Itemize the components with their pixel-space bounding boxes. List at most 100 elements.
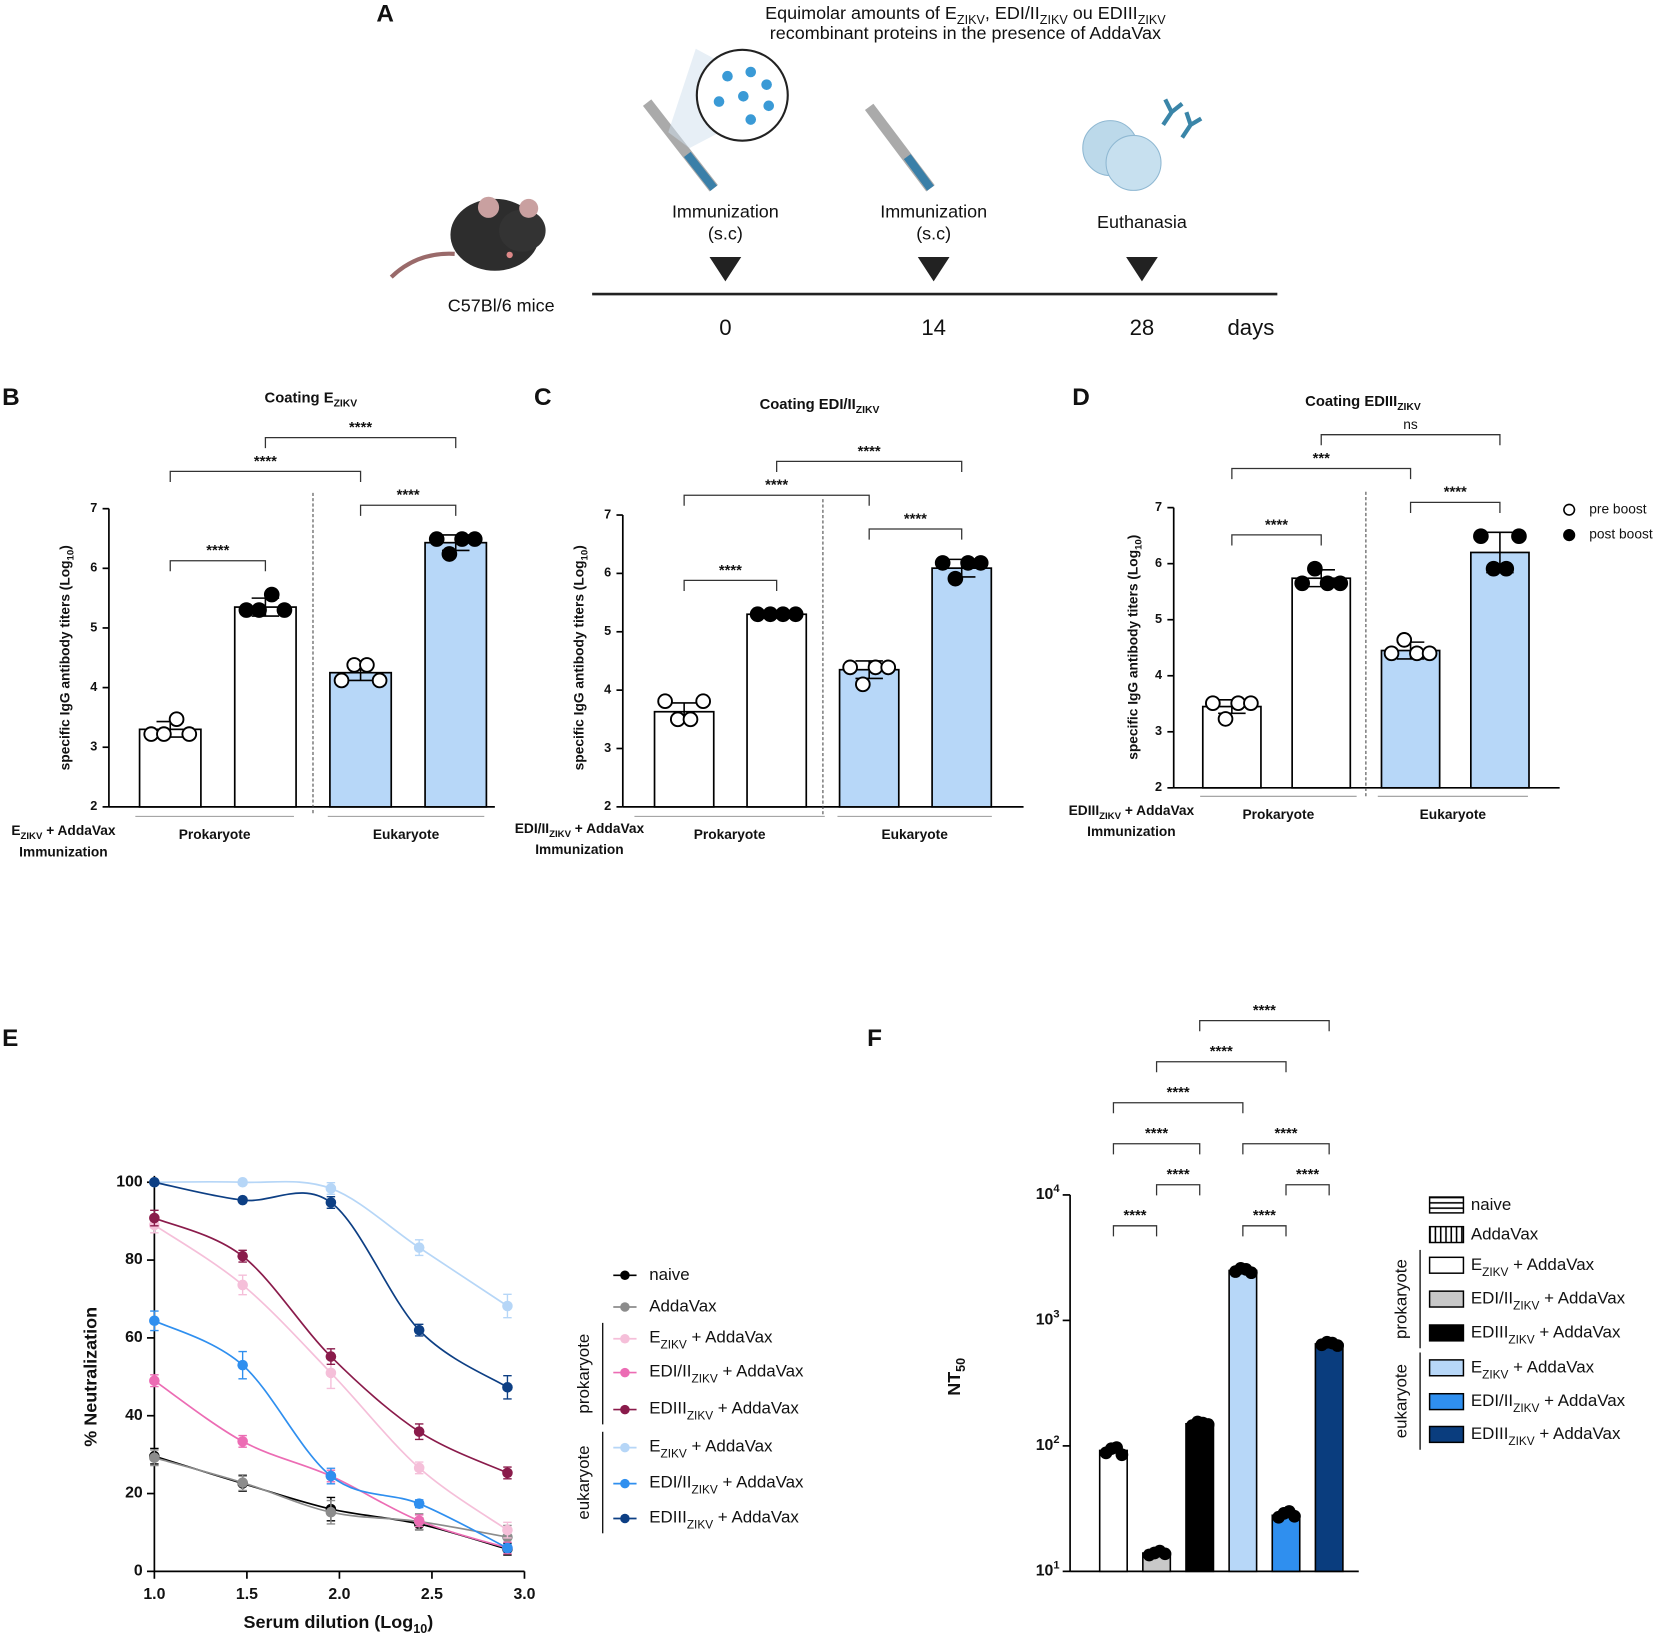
significance-bracket <box>1112 1225 1158 1237</box>
data-point <box>1485 560 1502 577</box>
y-tick-label: 4 <box>604 682 611 696</box>
data-point <box>960 555 976 571</box>
event-label: Euthanasia <box>1097 212 1187 232</box>
text-part: E <box>11 823 20 838</box>
illustrations <box>389 48 1278 296</box>
text-part: ZIKV <box>1482 1265 1508 1279</box>
data-point <box>237 1194 248 1206</box>
data-point <box>1158 1547 1172 1561</box>
text-part: ZIKV <box>1138 13 1167 27</box>
y-tick-label: 2 <box>1155 780 1162 794</box>
mouse-nose <box>506 251 513 259</box>
bar <box>653 710 715 808</box>
significance-label: **** <box>1167 1167 1190 1183</box>
significance-bracket <box>1112 1102 1244 1114</box>
y-tick-label: 4 <box>90 680 97 694</box>
data-point <box>502 1300 513 1312</box>
text-part: specific IgG antibody titers (Log <box>57 560 72 770</box>
text-part: 10 <box>66 550 77 561</box>
legend-group-label: prokaryote <box>1392 1259 1411 1339</box>
y-tick-label: 5 <box>90 620 97 634</box>
y-tick-label: 80 <box>125 1251 143 1268</box>
x-tick-label: 1.5 <box>236 1586 258 1603</box>
legend-group-label: eukaryote <box>1392 1364 1411 1438</box>
y-tick-label: 7 <box>90 501 97 515</box>
group-label: Prokaryote <box>179 827 251 842</box>
significance-bracket <box>1231 534 1322 546</box>
text-part: 10 <box>413 1623 427 1637</box>
legend-swatch <box>1428 1359 1465 1377</box>
y-axis-title: specific IgG antibody titers (Log10) <box>1125 535 1144 760</box>
fit-curve <box>154 1217 508 1474</box>
bar <box>746 613 808 808</box>
legend-swatch <box>1428 1425 1465 1444</box>
group-label: Prokaryote <box>694 827 766 842</box>
text-part: Immunization <box>535 842 624 857</box>
legend-swatch <box>1428 1256 1465 1274</box>
bar <box>1271 1514 1301 1573</box>
text-part: EDI/II <box>1471 1289 1513 1308</box>
group-label: Eukaryote <box>1420 807 1487 822</box>
data-point <box>1511 528 1527 545</box>
x-tick-label: 3.0 <box>513 1586 535 1603</box>
legend-label: AddaVax <box>649 1296 717 1315</box>
data-point <box>934 555 951 571</box>
y-tick-label: 2 <box>604 799 611 813</box>
panel-label: D <box>1072 384 1090 411</box>
significance-bracket <box>1285 1184 1330 1196</box>
legend-swatch <box>1428 1196 1465 1214</box>
y-tick-label: 7 <box>1155 500 1162 514</box>
data-point <box>441 546 458 562</box>
chart-title: Coating EDI/IIZIKV <box>760 397 880 416</box>
data-point <box>880 659 897 676</box>
bar <box>233 606 297 808</box>
data-point <box>149 1375 160 1386</box>
bar <box>931 567 993 808</box>
data-point <box>1230 695 1247 712</box>
text-part: specific IgG antibody titers (Log <box>571 560 586 770</box>
data-point <box>263 586 280 603</box>
legend-label: AddaVax <box>1471 1225 1539 1244</box>
significance-bracket <box>1242 1225 1287 1237</box>
text-part: ZIKV <box>1513 1299 1539 1313</box>
data-point <box>149 1452 160 1464</box>
mouse-ear <box>477 196 500 218</box>
text-part: ZIKV <box>856 405 880 416</box>
text-part: EDIII <box>649 1508 687 1527</box>
data-point <box>371 672 388 689</box>
data-point <box>657 693 673 710</box>
text-part: + AddaVax <box>713 1399 799 1418</box>
data-point <box>143 726 160 742</box>
significance-label: **** <box>1444 485 1467 501</box>
legend-swatch <box>1428 1324 1465 1342</box>
data-point <box>695 693 711 710</box>
data-point <box>1115 1448 1129 1462</box>
significance-label: **** <box>349 420 372 436</box>
significance-bracket <box>1155 1184 1201 1196</box>
legend-label: EDIIIZIKV + AddaVax <box>1471 1424 1621 1448</box>
text-part: ou EDIII <box>1068 3 1138 23</box>
group-label: Eukaryote <box>881 827 948 842</box>
data-point <box>156 726 172 742</box>
x-axis-title: Immunization <box>1087 824 1176 839</box>
data-point <box>762 606 779 623</box>
text-part: 10 <box>1036 1563 1054 1580</box>
data-point <box>867 659 884 676</box>
text-part: + AddaVax <box>687 1437 773 1456</box>
text-part: ZIKV <box>692 1372 718 1386</box>
data-point <box>413 1242 425 1253</box>
text-part: EDI/II <box>515 821 549 836</box>
data-point <box>413 1515 425 1527</box>
text-part: Immunization <box>1087 824 1176 839</box>
legend-marker <box>620 1302 630 1312</box>
legend-marker <box>620 1442 630 1453</box>
text-part: + AddaVax <box>42 823 116 838</box>
data-point <box>1205 695 1221 712</box>
syringe-fluid <box>683 151 718 191</box>
text-part: ) <box>1125 535 1140 540</box>
bar <box>1380 649 1441 789</box>
bar <box>1185 1423 1215 1573</box>
antibodies <box>1161 98 1203 139</box>
text-part: Coating EDI/II <box>760 397 856 413</box>
bar <box>1228 1269 1258 1573</box>
